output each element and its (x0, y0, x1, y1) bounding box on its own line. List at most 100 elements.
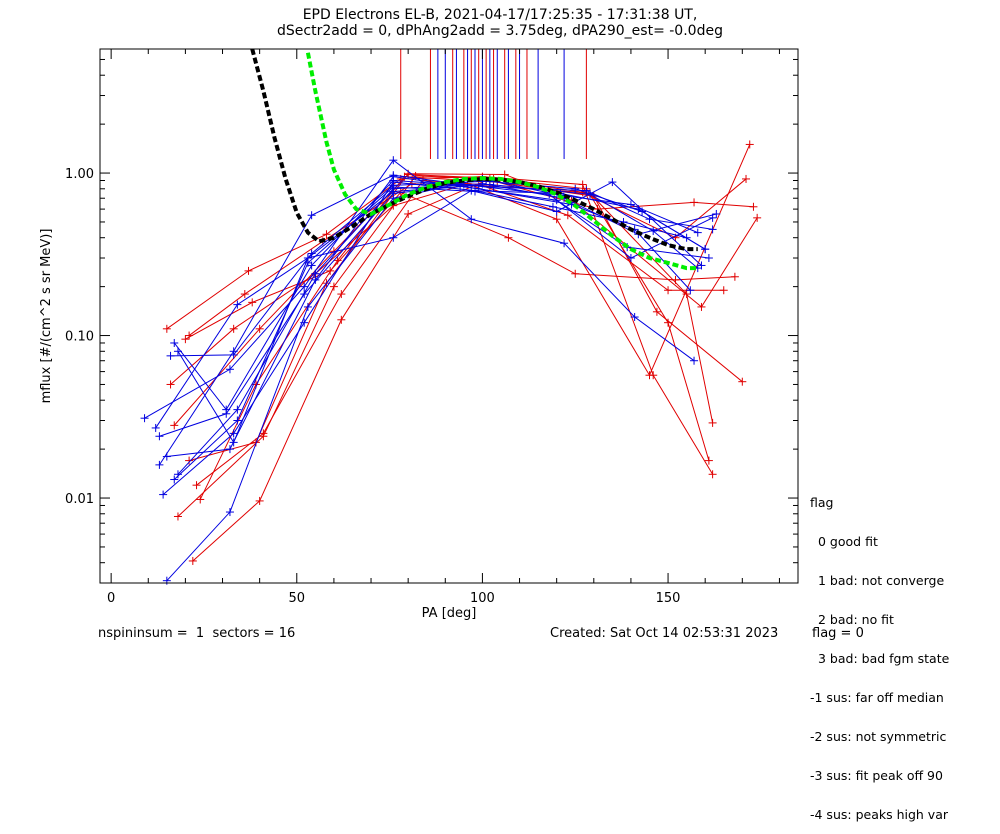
data-point (337, 315, 346, 324)
data-point (582, 186, 591, 195)
data-point (162, 452, 171, 461)
data-point (188, 556, 197, 565)
data-point (571, 269, 580, 278)
legend-item: 0 good fit (818, 534, 878, 549)
chart-title-line2: dSectr2add = 0, dPhAng2add = 3.75deg, dP… (277, 23, 723, 39)
data-point (233, 405, 242, 414)
data-point (173, 347, 182, 356)
data-point (745, 140, 754, 149)
data-point (548, 202, 557, 211)
data-point (244, 266, 253, 275)
data-point (571, 184, 580, 193)
data-point (697, 261, 706, 270)
data-point (690, 198, 699, 207)
data-point (389, 172, 398, 181)
data-point (173, 512, 182, 521)
data-point (300, 282, 309, 291)
data-point (686, 286, 695, 295)
data-point (708, 470, 717, 479)
series-line-8 (188, 178, 747, 336)
data-point (630, 313, 639, 322)
series-line-7 (199, 176, 754, 500)
legend-item: -3 sus: fit peak off 90 (810, 768, 943, 783)
data-point (303, 302, 312, 311)
data-point (248, 298, 257, 307)
data-point (311, 275, 320, 284)
data-point (730, 272, 739, 281)
data-point (170, 475, 179, 484)
y-tick-label: 1.00 (65, 167, 94, 182)
data-point (225, 365, 234, 374)
data-point (222, 405, 231, 414)
data-point (173, 470, 182, 479)
series-line-3 (192, 179, 743, 562)
data-point (749, 202, 758, 211)
data-point (162, 324, 171, 333)
data-point (225, 508, 234, 517)
series-line-0 (166, 176, 714, 475)
data-point (578, 180, 587, 189)
series-line-18 (173, 179, 713, 411)
data-point (233, 300, 242, 309)
data-point (697, 302, 706, 311)
data-point (229, 350, 238, 359)
data-point (626, 254, 635, 263)
data-point (255, 496, 264, 505)
data-point (704, 456, 713, 465)
data-point (166, 351, 175, 360)
data-point (155, 432, 164, 441)
series-line-2 (177, 175, 714, 517)
x-tick-label: 0 (107, 591, 115, 606)
data-point (259, 429, 268, 438)
data-point (185, 331, 194, 340)
series-line-11 (155, 190, 706, 429)
legend-item: -2 sus: not symmetric (810, 729, 947, 744)
x-axis-label: PA [deg] (422, 606, 477, 621)
data-point (229, 324, 238, 333)
series-line-12 (158, 174, 713, 466)
x-tick-label: 50 (289, 591, 306, 606)
data-point (664, 286, 673, 295)
legend-item: 1 bad: not converge (818, 573, 945, 588)
y-axis-label: mflux [#/(cm^2 s sr MeV)] (39, 229, 54, 404)
data-point (192, 481, 201, 490)
series-line-4 (170, 144, 751, 385)
data-point (652, 307, 661, 316)
data-point (552, 207, 561, 216)
footer-spin-info: nspininsum = 1 sectors = 16 (98, 626, 296, 641)
y-tick-label: 0.10 (65, 330, 94, 345)
data-point (140, 414, 149, 423)
series-line-1 (173, 173, 710, 461)
data-point (742, 174, 751, 183)
data-point (307, 211, 316, 220)
data-point (170, 421, 179, 430)
plot-frame (99, 48, 799, 584)
fit-curve-green (305, 52, 698, 271)
data-point (159, 490, 168, 499)
data-point (389, 233, 398, 242)
data-point (701, 245, 710, 254)
data-point (181, 335, 190, 344)
data-point (753, 213, 762, 222)
data-point (240, 290, 249, 299)
data-point (638, 207, 647, 216)
data-point (229, 429, 238, 438)
data-point (504, 233, 513, 242)
footer-created: Created: Sat Oct 14 02:53:31 2023 (550, 626, 779, 641)
data-point (738, 377, 747, 386)
data-point (671, 275, 680, 284)
data-point (708, 418, 717, 427)
data-point (552, 215, 561, 224)
data-point (300, 290, 309, 299)
data-point (682, 290, 691, 299)
series-line-17 (159, 185, 709, 437)
data-point (560, 239, 569, 248)
data-point (155, 460, 164, 469)
data-point (552, 196, 561, 205)
data-point (389, 156, 398, 165)
data-point (337, 290, 346, 299)
data-point (693, 228, 702, 237)
flag-legend: flag 0 good fit 1 bad: not converge 2 ba… (810, 470, 949, 834)
legend-title: flag (810, 495, 834, 510)
legend-item: -1 sus: far off median (810, 690, 944, 705)
